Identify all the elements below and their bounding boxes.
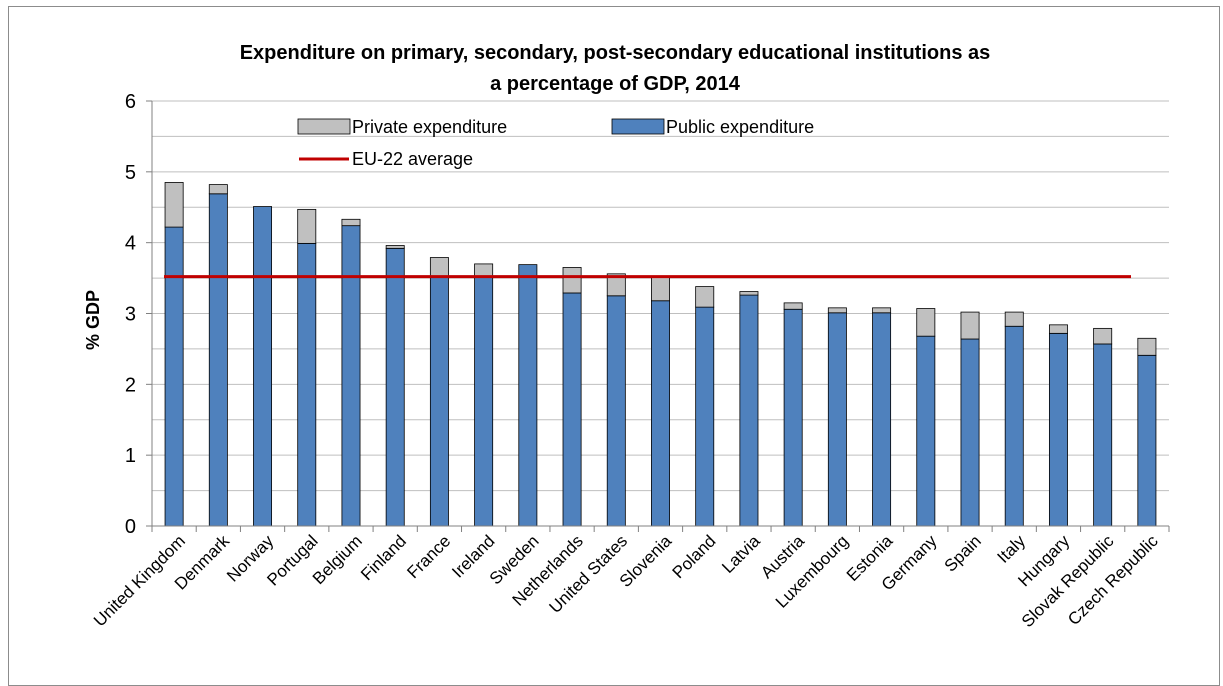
bar-private bbox=[695, 286, 715, 308]
bar-private bbox=[164, 182, 184, 228]
bar-public bbox=[474, 275, 494, 527]
bar-private bbox=[208, 184, 228, 195]
bar-public bbox=[916, 335, 936, 527]
x-tick-labels: United KingdomDenmarkNorwayPortugalBelgi… bbox=[90, 531, 1162, 631]
bar-private bbox=[1137, 337, 1157, 356]
y-tick-labels: 0 1 2 3 4 5 6 bbox=[125, 91, 136, 538]
chart-title-line-2: a percentage of GDP, 2014 bbox=[490, 73, 741, 95]
x-tick-label: Italy bbox=[994, 531, 1030, 567]
y-axis-label: % GDP bbox=[83, 290, 103, 350]
x-tick-label: Finland bbox=[357, 531, 410, 584]
bar-private bbox=[1004, 311, 1024, 327]
legend-label-private: Private expenditure bbox=[352, 117, 507, 137]
bar-public bbox=[606, 295, 626, 527]
bar-public bbox=[208, 193, 228, 527]
bar-chart: Expenditure on primary, secondary, post-… bbox=[83, 42, 1170, 631]
bar-public bbox=[1004, 325, 1024, 527]
bar-public bbox=[1048, 332, 1068, 527]
x-tick-label: Spain bbox=[941, 531, 985, 575]
axes bbox=[146, 100, 1170, 532]
y-tick-label: 6 bbox=[125, 91, 136, 113]
bar-private bbox=[783, 302, 803, 310]
bar-private bbox=[341, 218, 361, 227]
x-tick-label: Belgium bbox=[309, 531, 366, 588]
bar-private bbox=[297, 208, 317, 244]
bar-private bbox=[651, 276, 670, 302]
bar-public bbox=[429, 276, 449, 527]
bar-private bbox=[385, 245, 405, 249]
bar-private bbox=[916, 308, 936, 337]
chart-title-line-1: Expenditure on primary, secondary, post-… bbox=[240, 42, 991, 64]
bar-private bbox=[429, 257, 449, 278]
bar-public bbox=[960, 338, 980, 527]
bar-private bbox=[474, 263, 494, 277]
x-tick-label: Poland bbox=[669, 531, 720, 582]
y-tick-label: 2 bbox=[125, 374, 136, 396]
bar-private bbox=[1093, 327, 1113, 345]
legend-label-average: EU-22 average bbox=[352, 149, 473, 169]
y-tick-label: 3 bbox=[125, 304, 136, 326]
bar-private bbox=[960, 311, 980, 340]
bar-public bbox=[341, 225, 361, 527]
bars bbox=[164, 182, 1157, 527]
bar-public bbox=[385, 247, 405, 527]
bar-private bbox=[562, 267, 582, 294]
legend-swatch-public bbox=[611, 118, 665, 135]
bar-public bbox=[1093, 343, 1113, 527]
bar-public bbox=[1137, 354, 1157, 527]
x-tick-label: France bbox=[403, 531, 454, 582]
y-tick-label: 5 bbox=[125, 162, 136, 184]
bar-private bbox=[606, 273, 626, 297]
bar-public bbox=[297, 242, 317, 527]
bar-public bbox=[164, 226, 184, 527]
bar-public bbox=[695, 306, 715, 527]
bar-public bbox=[783, 308, 803, 527]
bar-private bbox=[872, 307, 892, 314]
legend-swatch-private bbox=[297, 118, 351, 135]
bar-public bbox=[562, 292, 582, 527]
y-tick-label: 4 bbox=[125, 233, 136, 255]
bar-private bbox=[1048, 324, 1068, 334]
bar-public bbox=[739, 294, 759, 527]
bar-public bbox=[827, 312, 847, 527]
y-tick-label: 0 bbox=[125, 516, 136, 538]
y-tick-label: 1 bbox=[125, 445, 136, 467]
bar-private bbox=[739, 291, 759, 296]
bar-public bbox=[253, 206, 273, 527]
chart-frame: Expenditure on primary, secondary, post-… bbox=[8, 6, 1220, 686]
bar-public bbox=[518, 264, 538, 527]
bar-public bbox=[651, 300, 670, 527]
legend: Private expenditure Public expenditure EU-… bbox=[297, 117, 814, 169]
bar-private bbox=[827, 307, 847, 314]
legend-label-public: Public expenditure bbox=[666, 117, 814, 137]
bar-public bbox=[872, 312, 892, 527]
